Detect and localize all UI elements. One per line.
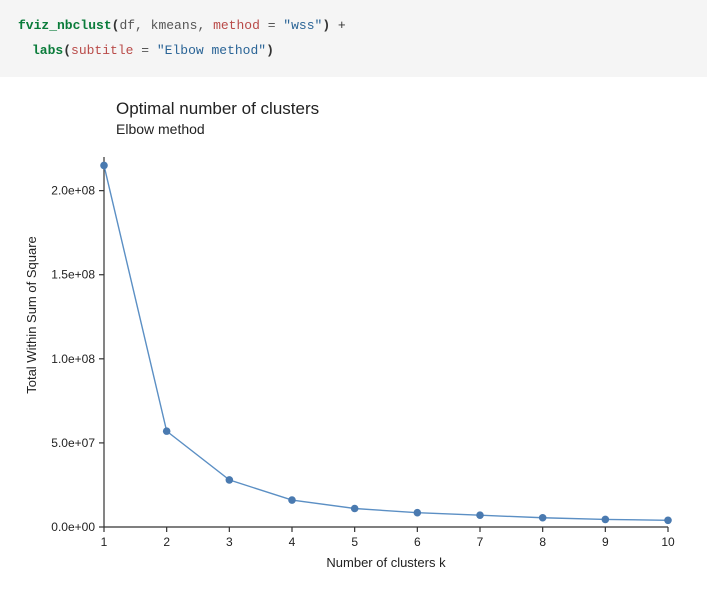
x-tick-label: 10 bbox=[661, 535, 675, 549]
chart-marker bbox=[476, 512, 484, 520]
code-token-comma: , bbox=[197, 18, 213, 33]
code-token-eq: = bbox=[133, 43, 156, 58]
code-token-paren: ( bbox=[63, 43, 71, 58]
x-tick-label: 6 bbox=[414, 535, 421, 549]
code-token-comma: , bbox=[135, 18, 151, 33]
code-block: fviz_nbclust ( df, kmeans, method = "wss")… bbox=[0, 0, 707, 77]
code-token-str: "Elbow method" bbox=[157, 43, 266, 58]
code-line-1: fviz_nbclust(df, kmeans, method = "wss")… bbox=[18, 14, 689, 39]
chart-marker bbox=[414, 509, 422, 517]
chart-marker bbox=[288, 497, 296, 505]
code-line-2: labs(subtitle = "Elbow method") bbox=[18, 39, 689, 64]
chart-subtitle: Elbow method bbox=[116, 121, 205, 137]
x-tick-label: 4 bbox=[289, 535, 296, 549]
y-tick-label: 1.5e+08 bbox=[51, 268, 95, 282]
y-tick-label: 2.0e+08 bbox=[51, 184, 95, 198]
y-tick-label: 1.0e+08 bbox=[51, 352, 95, 366]
code-token-func: fviz_nbclust bbox=[18, 18, 112, 33]
chart-title: Optimal number of clusters bbox=[116, 99, 319, 119]
code-token-eq: = bbox=[260, 18, 283, 33]
chart-svg: 0.0e+00 5.0e+07 1.0e+08 1.5e+08 2.0e+08 1 2 3 4 5… bbox=[0, 95, 707, 585]
chart-marker bbox=[351, 505, 359, 513]
code-token-paren: ) bbox=[266, 43, 274, 58]
chart-marker bbox=[163, 428, 171, 436]
code-token-paren: ) bbox=[322, 18, 330, 33]
x-tick-label: 7 bbox=[477, 535, 484, 549]
code-token-arg: kmeans bbox=[151, 18, 198, 33]
code-token-plus: + bbox=[330, 18, 346, 33]
x-tick-label: 1 bbox=[101, 535, 108, 549]
chart-marker bbox=[100, 162, 108, 170]
chart-container: Optimal number of clusters Elbow method … bbox=[0, 95, 707, 585]
y-axis-label: Total Within Sum of Square bbox=[24, 165, 39, 465]
x-tick-label: 9 bbox=[602, 535, 609, 549]
x-tick-label: 3 bbox=[226, 535, 233, 549]
code-token-arg: df bbox=[119, 18, 135, 33]
chart-marker bbox=[664, 517, 672, 525]
code-token-str: "wss" bbox=[283, 18, 322, 33]
code-token-named: subtitle bbox=[71, 43, 133, 58]
x-tick-label: 8 bbox=[539, 535, 546, 549]
chart-marker bbox=[602, 516, 610, 524]
code-token-func: labs bbox=[32, 43, 63, 58]
y-tick-label: 0.0e+00 bbox=[51, 520, 95, 534]
chart-line bbox=[104, 166, 668, 521]
y-tick-label: 5.0e+07 bbox=[51, 436, 95, 450]
x-tick-label: 5 bbox=[351, 535, 358, 549]
x-axis-label: Number of clusters k bbox=[104, 555, 668, 570]
chart-marker bbox=[226, 476, 234, 484]
chart-marker bbox=[539, 514, 547, 522]
code-token-named: method bbox=[213, 18, 260, 33]
x-tick-label: 2 bbox=[163, 535, 170, 549]
